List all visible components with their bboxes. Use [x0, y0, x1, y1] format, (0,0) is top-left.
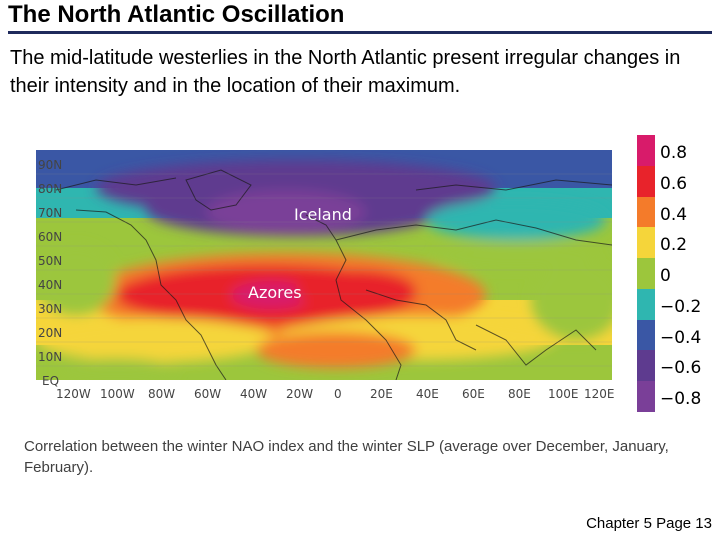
colorbar-tick-label: 0.8: [660, 143, 688, 163]
colorbar-segment: [637, 350, 655, 382]
colorbar-segment: [637, 381, 655, 413]
lon-label: 120E: [584, 387, 615, 401]
colorbar-segment: [637, 319, 655, 351]
lon-label: 100W: [100, 387, 135, 401]
lon-label: 60E: [462, 387, 485, 401]
lat-label: 10N: [38, 350, 63, 364]
lon-label: 20E: [370, 387, 393, 401]
lat-label: 50N: [38, 254, 63, 268]
intro-text: The mid-latitude westerlies in the North…: [10, 47, 681, 97]
lat-label: 80N: [38, 182, 63, 196]
lat-label: 60N: [38, 230, 63, 244]
colorbar-segment: [637, 196, 655, 228]
colorbar-segment: [637, 227, 655, 259]
iceland-label: Iceland: [294, 205, 352, 224]
colorbar-segment: [637, 135, 655, 167]
page-footer: Chapter 5 Page 13: [586, 515, 712, 532]
lon-label: 80W: [148, 387, 176, 401]
lon-label: 20W: [286, 387, 314, 401]
colorbar-segment: [637, 288, 655, 321]
colorbar-tick-label: −0.8: [660, 389, 702, 410]
colorbar-tick-label: −0.4: [660, 327, 702, 348]
correlation-field: [36, 150, 612, 380]
colorbar-tick-label: −0.2: [660, 296, 702, 317]
coastlines: [55, 169, 612, 380]
figure-caption: Correlation between the winter NAO index…: [24, 438, 669, 476]
lon-label: 120W: [56, 387, 91, 401]
lat-label: 90N: [38, 158, 63, 172]
title-divider: [8, 31, 712, 34]
lat-label: 20N: [38, 326, 63, 340]
lat-label: EQ: [42, 374, 60, 388]
lon-label: 40E: [416, 387, 439, 401]
lon-label: 40W: [240, 387, 268, 401]
colorbar-segment: [637, 165, 655, 198]
colorbar: [637, 135, 655, 413]
lat-label: 40N: [38, 278, 63, 292]
azores-label: Azores: [248, 283, 302, 302]
lon-label: 80E: [508, 387, 531, 401]
lat-label: 70N: [38, 206, 63, 220]
correlation-map: Iceland Azores 90N 80N 70N 60N 50N 40N 3…: [36, 150, 615, 406]
lon-label: 60W: [194, 387, 222, 401]
colorbar-tick-label: −0.6: [660, 358, 702, 379]
lon-label: 100E: [548, 387, 579, 401]
map-figure: Iceland Azores: [36, 150, 612, 380]
colorbar-segment: [637, 258, 655, 290]
colorbar-tick-label: 0: [660, 266, 671, 287]
colorbar-tick-label: 0.4: [660, 204, 688, 225]
lat-label: 30N: [38, 302, 63, 316]
colorbar-tick-label: 0.6: [660, 173, 688, 194]
lon-label: 0: [334, 387, 342, 401]
colorbar-tick-label: 0.2: [660, 235, 688, 256]
slide-title: The North Atlantic Oscillation: [8, 1, 345, 28]
